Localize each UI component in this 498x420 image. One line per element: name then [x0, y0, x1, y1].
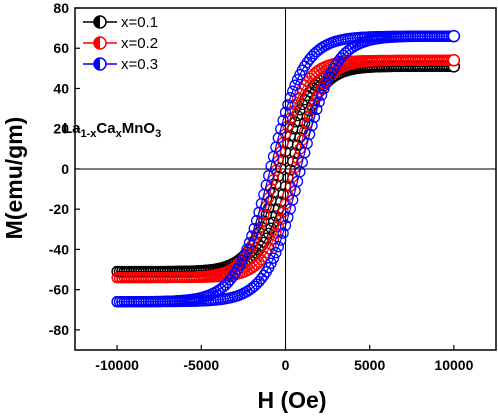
data-point	[294, 88, 306, 100]
data-point	[282, 211, 294, 224]
annotation-subscript: x	[116, 128, 123, 140]
end-marker	[447, 29, 461, 43]
composition-annotation: La1-xCaxMnO3	[63, 120, 161, 140]
legend-label: x=0.3	[121, 56, 158, 73]
y-tick-label: -20	[49, 201, 69, 217]
x-tick-label: 10000	[434, 357, 473, 373]
y-axis-title: M(emu/gm)	[1, 117, 27, 240]
legend-marker-fill	[94, 37, 100, 49]
y-tick-label: 60	[53, 40, 69, 56]
y-tick-label: 0	[61, 161, 69, 177]
data-point	[311, 103, 323, 115]
y-tick-label: -40	[49, 241, 69, 257]
legend-item: x=0.1	[83, 14, 158, 31]
series-curves	[111, 29, 461, 308]
data-point	[306, 119, 318, 132]
y-tick-label: 80	[53, 0, 69, 16]
data-point	[250, 215, 263, 227]
series-line	[117, 35, 454, 303]
data-point	[315, 89, 328, 101]
data-point	[246, 230, 258, 242]
data-point	[313, 96, 325, 108]
x-tick-label: -5000	[183, 357, 219, 373]
x-tick-label: 0	[282, 357, 290, 373]
data-point	[248, 222, 260, 235]
series-x=0.3	[111, 29, 461, 308]
data-point	[320, 77, 333, 89]
legend-marker-fill	[94, 58, 100, 70]
data-point	[238, 249, 251, 261]
annotation-subscript: 3	[155, 128, 161, 140]
legend-item: x=0.2	[83, 35, 158, 52]
legend-label: x=0.1	[121, 14, 158, 31]
end-marker	[447, 54, 461, 67]
data-point	[277, 114, 289, 127]
legend-marker-fill	[94, 16, 100, 28]
data-point	[243, 237, 256, 249]
data-point	[253, 206, 265, 218]
data-point	[267, 252, 280, 264]
y-tick-label: 20	[53, 121, 69, 137]
data-point	[289, 79, 301, 91]
x-axis-title: H (Oe)	[258, 387, 327, 413]
x-tick-label: -10000	[95, 357, 139, 373]
annotation-text: MnO	[122, 120, 156, 137]
axis-ticks: -10000 -5000 0 5000 10000 -80 -60 -40 -20 0 20 40 60…	[49, 0, 474, 373]
y-tick-label: 40	[53, 80, 69, 96]
data-point	[308, 111, 321, 123]
data-point	[265, 238, 277, 250]
data-point	[241, 243, 253, 255]
data-point	[272, 241, 284, 253]
legend-item: x=0.3	[83, 56, 158, 73]
series-line	[117, 59, 454, 279]
data-point	[318, 83, 330, 95]
data-point	[287, 85, 299, 97]
data-point	[277, 227, 289, 239]
annotation-text: La	[63, 120, 81, 137]
legend: x=0.1 x=0.2 x=0.3	[83, 14, 158, 73]
y-tick-label: -80	[49, 322, 69, 338]
annotation-text: Ca	[96, 120, 116, 137]
x-tick-label: 5000	[354, 357, 385, 373]
y-tick-label: -60	[49, 282, 69, 298]
annotation-subscript: 1-x	[81, 128, 98, 140]
data-point	[282, 99, 294, 111]
data-point	[270, 247, 282, 259]
legend-label: x=0.2	[121, 35, 158, 52]
data-point	[291, 73, 304, 86]
